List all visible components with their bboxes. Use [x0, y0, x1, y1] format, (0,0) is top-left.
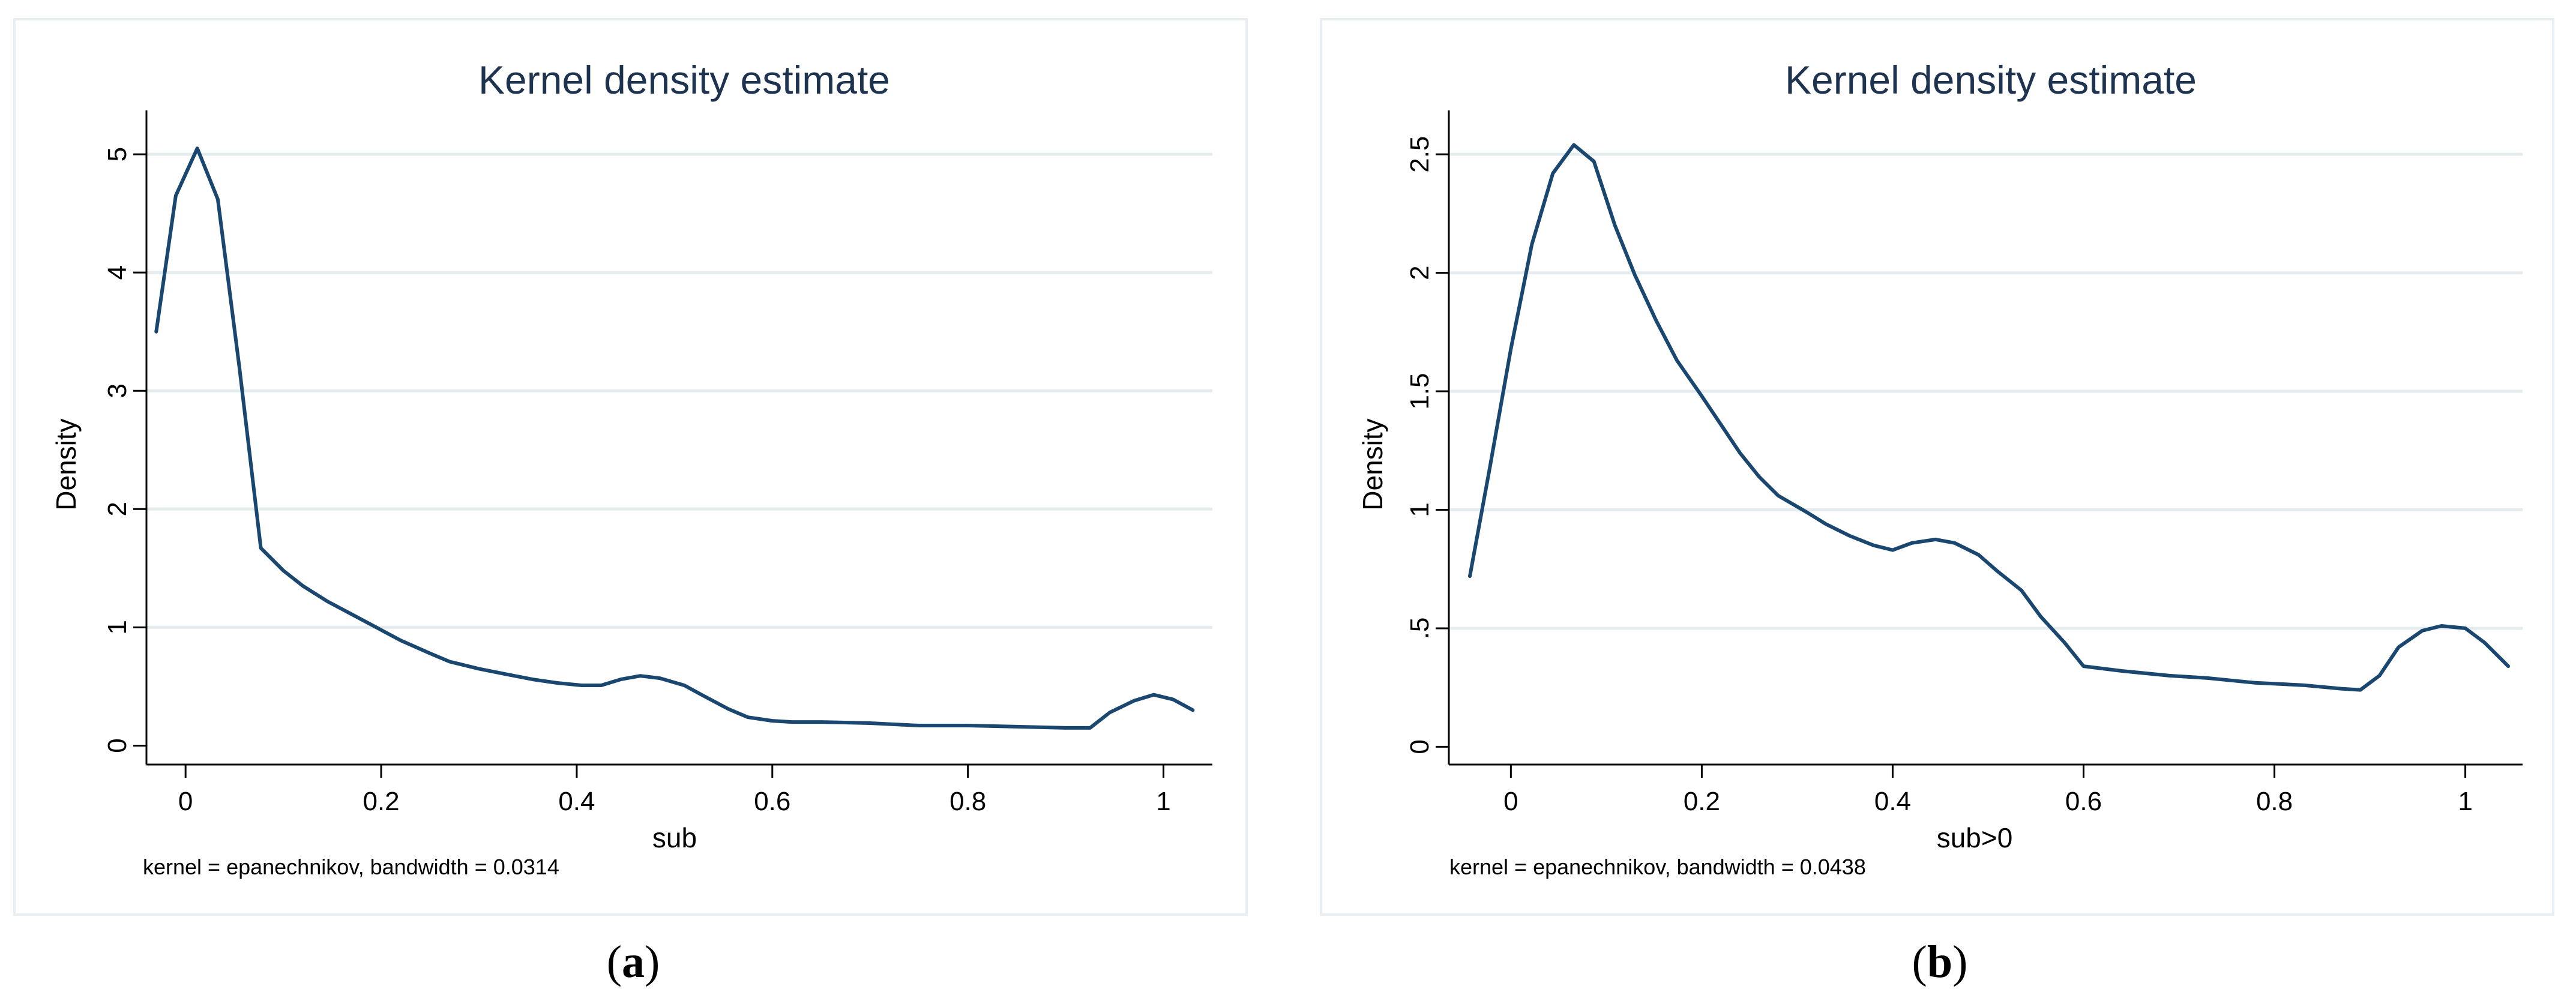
- caption-a-open: (: [606, 937, 622, 987]
- caption-a: (a): [573, 936, 693, 988]
- y-tick-label: 1.5: [1405, 373, 1434, 409]
- x-tick-label: 1: [1156, 787, 1170, 816]
- density-curve: [154, 146, 1195, 730]
- y-tick-label: 0: [103, 738, 132, 753]
- y-tick-label: 2.5: [1405, 136, 1434, 173]
- caption-b: (b): [1880, 936, 2000, 988]
- x-tick-label: 0.4: [558, 787, 595, 816]
- chart-b-svg: 0 .5 1 1.5 2 2.5 0 0.2 0.4 0.6 0.8 1 Kernel density …: [1357, 58, 2523, 879]
- x-tick-label: 0.2: [1684, 787, 1720, 816]
- chart-title: Kernel density estimate: [1785, 58, 2197, 102]
- x-tick-label: 0.2: [363, 787, 399, 816]
- x-tick-label: 1: [2458, 787, 2472, 816]
- y-tick-label: 0: [1405, 739, 1434, 754]
- y-tick-label: .5: [1405, 618, 1434, 640]
- x-tick-label: 0.8: [2256, 787, 2293, 816]
- x-tick-label: 0.6: [754, 787, 790, 816]
- caption-b-label: b: [1927, 937, 1953, 987]
- y-tick-label: 2: [103, 502, 132, 516]
- y-axis-title: Density: [1357, 418, 1388, 510]
- chart-panel-a: 0 1 2 3 4 5 0 0.2 0.4 0.6 0.8 1 Kernel density estim…: [13, 18, 1248, 916]
- caption-a-close: ): [645, 937, 660, 987]
- x-axis-title: sub: [652, 822, 697, 853]
- x-tick-label: 0.8: [949, 787, 986, 816]
- y-axis-title: Density: [50, 418, 82, 510]
- chart-a-svg: 0 1 2 3 4 5 0 0.2 0.4 0.6 0.8 1 Kernel density estim…: [50, 58, 1212, 879]
- y-tick-label: 2: [1405, 265, 1434, 280]
- caption-b-close: ): [1952, 937, 1968, 987]
- y-tick-label: 3: [103, 383, 132, 398]
- x-tick-label: 0.4: [1874, 787, 1911, 816]
- x-axis-title: sub>0: [1937, 822, 2013, 853]
- density-curve: [1468, 143, 2511, 692]
- x-tick-label: 0: [178, 787, 193, 816]
- kernel-note: kernel = epanechnikov, bandwidth = 0.043…: [1449, 855, 1866, 879]
- x-tick-label: 0: [1503, 787, 1518, 816]
- kernel-note: kernel = epanechnikov, bandwidth = 0.031…: [143, 855, 559, 879]
- chart-title: Kernel density estimate: [478, 58, 890, 102]
- y-tick-label: 5: [103, 147, 132, 161]
- y-tick-label: 1: [103, 620, 132, 634]
- caption-b-open: (: [1912, 937, 1927, 987]
- y-tick-label: 1: [1405, 502, 1434, 517]
- caption-a-label: a: [622, 937, 645, 987]
- y-tick-label: 4: [103, 265, 132, 280]
- x-tick-label: 0.6: [2065, 787, 2102, 816]
- chart-panel-b: 0 .5 1 1.5 2 2.5 0 0.2 0.4 0.6 0.8 1 Kernel density …: [1320, 18, 2554, 916]
